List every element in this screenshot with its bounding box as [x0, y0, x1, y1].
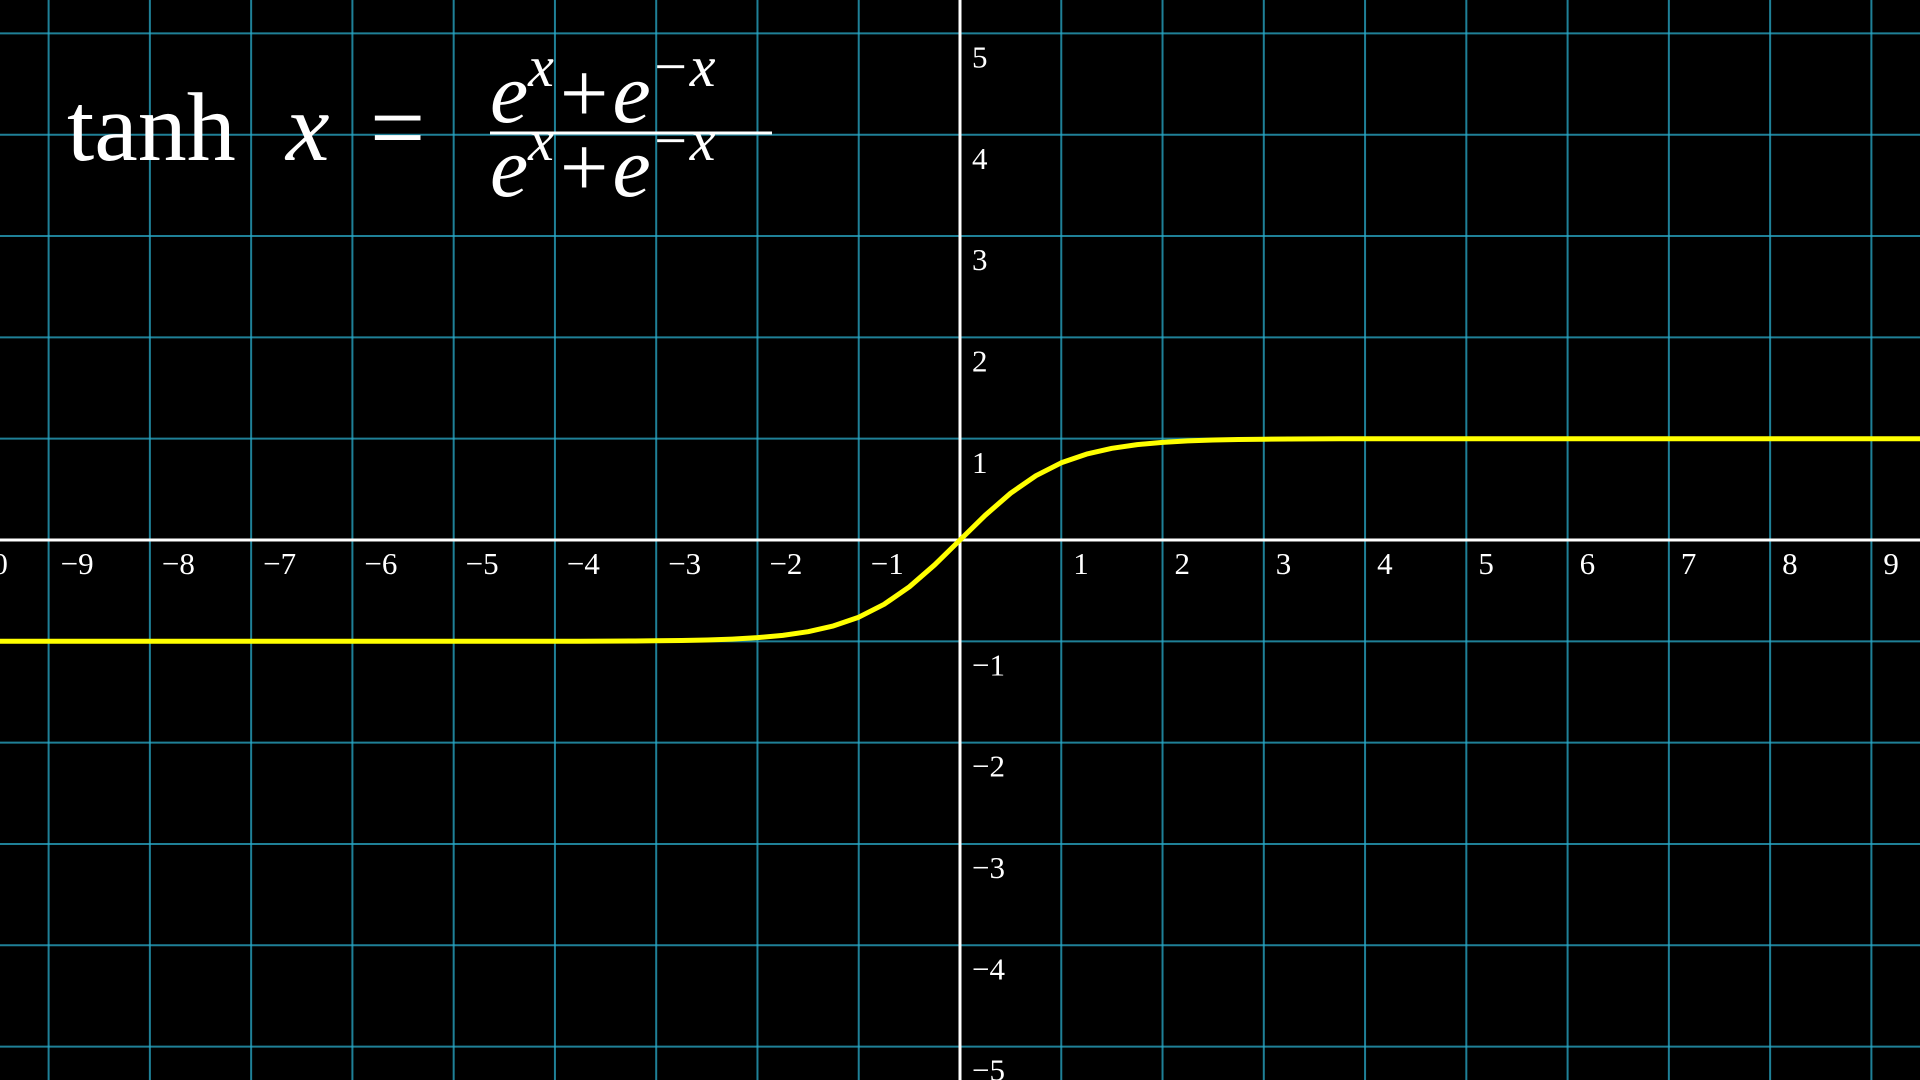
y-tick-label: 5 — [972, 40, 988, 75]
equation-variable: x — [284, 74, 330, 182]
y-tick-label: −2 — [972, 749, 1005, 784]
x-tick-label: 2 — [1175, 546, 1191, 581]
x-tick-label: 8 — [1782, 546, 1798, 581]
x-tick-label: −2 — [769, 546, 802, 581]
y-tick-label: −1 — [972, 647, 1005, 682]
plot — [0, 436, 1920, 644]
x-tick-label: −4 — [567, 546, 600, 581]
exponent: −x — [651, 34, 716, 99]
base: e — [490, 45, 528, 141]
x-tick-label: −6 — [364, 546, 397, 581]
y-tick-label: 4 — [972, 141, 988, 176]
base: e — [612, 119, 650, 215]
exponent: −x — [651, 108, 716, 173]
x-tick-label: −8 — [162, 546, 195, 581]
base: e — [490, 119, 528, 215]
x-tick-label: 6 — [1580, 546, 1596, 581]
x-tick-label: −9 — [61, 546, 94, 581]
y-tick-label: −4 — [972, 951, 1005, 986]
tanh-curve — [0, 436, 1920, 644]
equation-numerator: ex+e−x — [490, 34, 716, 141]
operator: + — [560, 45, 609, 141]
y-tick-label: −3 — [972, 850, 1005, 885]
exponent: x — [527, 34, 554, 99]
x-tick-label: 9 — [1883, 546, 1899, 581]
x-tick-label: 1 — [1073, 546, 1089, 581]
y-tick-label: 2 — [972, 343, 988, 378]
x-tick-label: −10 — [0, 546, 8, 581]
y-tick-label: 1 — [972, 445, 988, 480]
equation-function: tanh — [67, 74, 236, 182]
equation: tanh x = ex+e−x ex+e−x — [67, 34, 772, 215]
base: e — [612, 45, 650, 141]
x-tick-label: −3 — [668, 546, 701, 581]
operator: + — [560, 119, 609, 215]
x-tick-label: −5 — [466, 546, 499, 581]
y-tick-label: 3 — [972, 242, 988, 277]
y-tick-label: −5 — [972, 1053, 1005, 1080]
equation-relation: = — [370, 74, 425, 182]
x-tick-label: 5 — [1478, 546, 1494, 581]
x-tick-label: 3 — [1276, 546, 1292, 581]
x-tick-label: 7 — [1681, 546, 1697, 581]
equation-denominator: ex+e−x — [490, 108, 716, 215]
x-tick-label: −1 — [871, 546, 904, 581]
x-tick-label: 4 — [1377, 546, 1393, 581]
tick-labels: −10 −9 −8 −7 −6 −5 −4 −3 −2 −1 1 2 3 4 5 6 7 8 9 −5 −4 −3 −2 −1… — [0, 40, 1899, 1080]
x-tick-label: −7 — [263, 546, 296, 581]
exponent: x — [527, 108, 554, 173]
